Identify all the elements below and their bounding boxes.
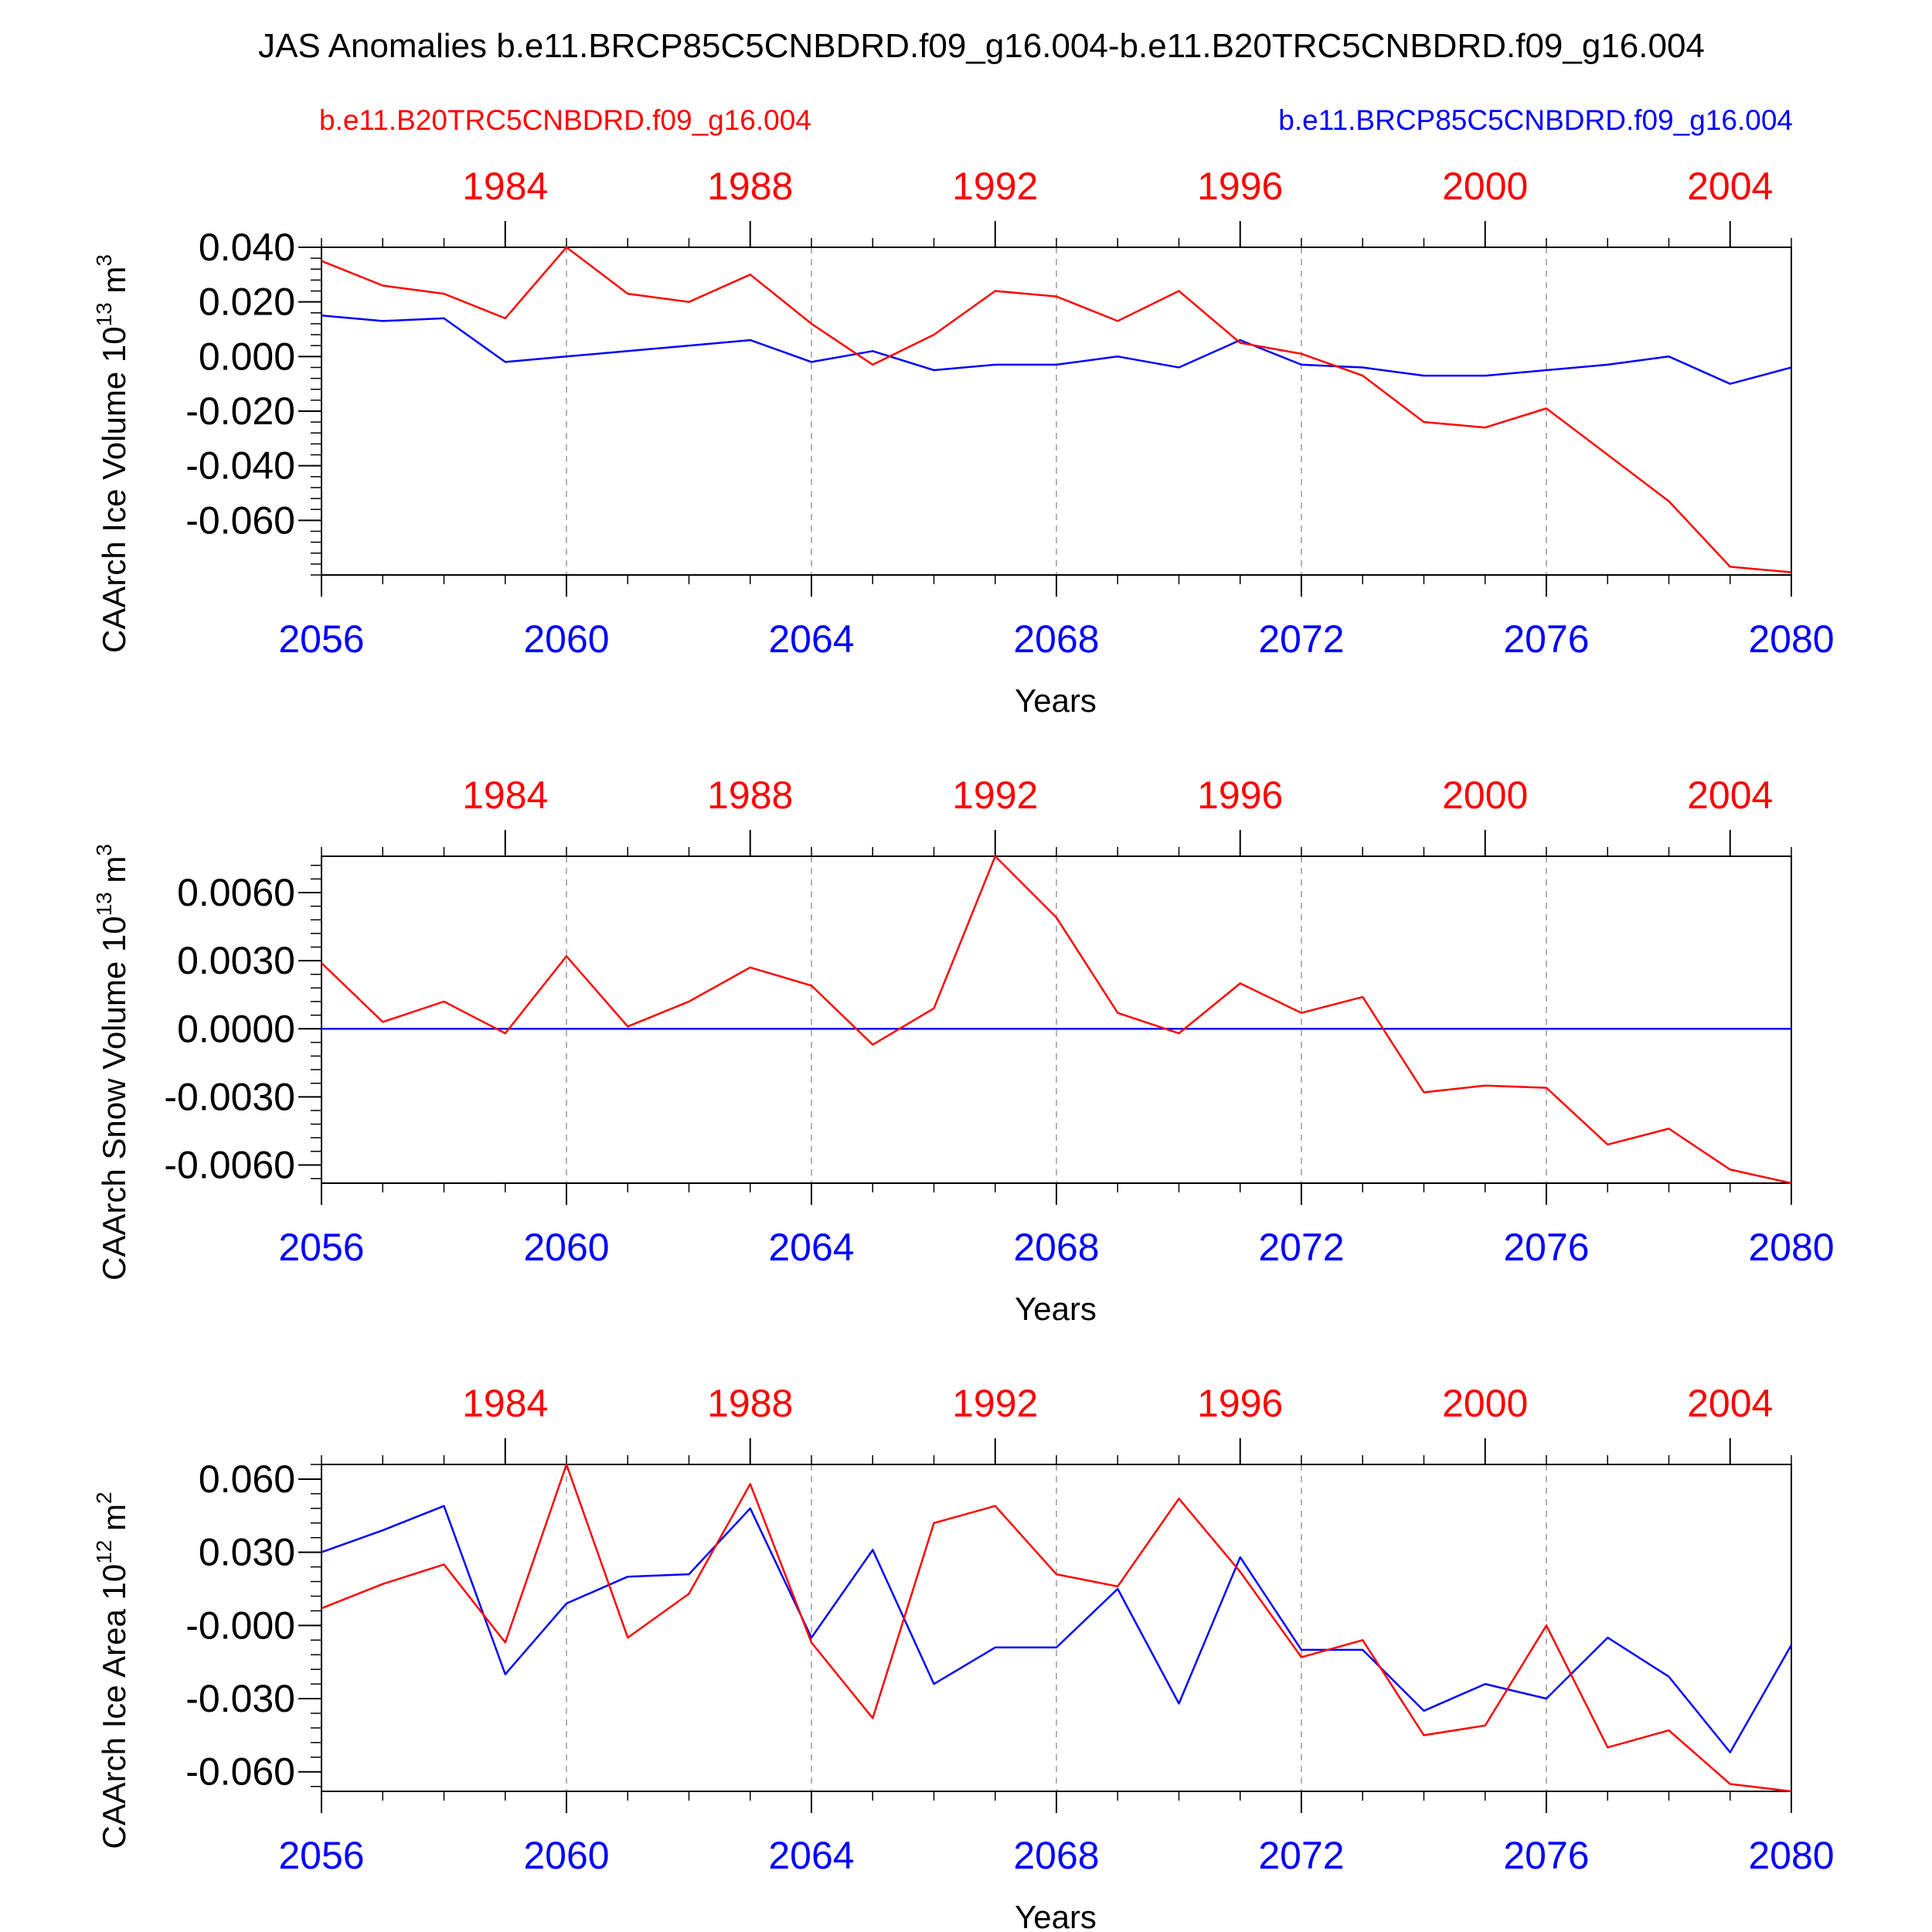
x-top-tick-label: 1996 [1197, 1382, 1283, 1425]
x-top-tick-label: 1992 [952, 1382, 1038, 1425]
y-axis-title-unit: m [96, 267, 132, 303]
y-axis-title-main: CAArch Snow Volume 10 [96, 916, 132, 1281]
x-bottom-tick-label: 2080 [1748, 1834, 1834, 1877]
x-bottom-tick-label: 2076 [1503, 1834, 1589, 1877]
x-bottom-tick-label: 2064 [768, 1226, 854, 1269]
series-line-red [321, 1463, 1792, 1793]
x-bottom-tick-label: 2072 [1258, 1834, 1344, 1877]
y-tick-label: 0.000 [199, 335, 295, 378]
y-tick-label: -0.0060 [164, 1144, 295, 1187]
series-line-blue [321, 1505, 1793, 1753]
legend-red-label: b.e11.B20TRC5CNBDRD.f09_g16.004 [319, 104, 811, 136]
x-top-tick-label: 2004 [1687, 165, 1773, 208]
x-bottom-tick-label: 2072 [1258, 1226, 1344, 1269]
x-bottom-tick-label: 2068 [1013, 1226, 1099, 1269]
y-axis-title: CAArch Snow Volume 1013 m3 [92, 844, 132, 1281]
y-tick-label: 0.0060 [177, 871, 295, 914]
y-axis-title-exp: 13 [92, 892, 116, 916]
x-bottom-tick-label: 2056 [278, 1226, 364, 1269]
y-axis-title-main: CAArch Ice Area 10 [96, 1564, 132, 1849]
x-top-tick-label: 1992 [952, 774, 1038, 817]
y-tick-label: -0.060 [185, 1750, 295, 1794]
y-axis-title: CAArch Ice Area 1012 m2 [92, 1492, 132, 1849]
x-top-tick-label: 1988 [707, 1382, 793, 1425]
y-tick-label: 0.020 [199, 281, 295, 324]
y-tick-label: -0.000 [185, 1604, 295, 1647]
x-top-tick-label: 1988 [707, 774, 793, 817]
y-tick-label: 0.030 [199, 1531, 295, 1574]
y-axis-title-unit-exp: 3 [92, 254, 116, 267]
x-bottom-tick-label: 2068 [1013, 617, 1099, 661]
x-bottom-tick-label: 2056 [278, 1834, 364, 1877]
chart-panel-2: 2056 2060 2064 2068 2072 2076 2080 1984 1988 1992… [92, 774, 1835, 1327]
y-tick-label: 0.0000 [177, 1007, 295, 1050]
y-tick-label: -0.020 [185, 389, 295, 433]
y-axis-title-unit-exp: 3 [92, 844, 116, 856]
x-bottom-tick-label: 2060 [523, 617, 609, 661]
y-tick-label: 0.0030 [177, 939, 295, 982]
x-bottom-tick-label: 2076 [1503, 1226, 1589, 1269]
series-line-blue [321, 315, 1792, 385]
y-tick-label: -0.060 [185, 498, 295, 542]
x-top-tick-label: 1996 [1197, 165, 1283, 208]
x-top-tick-label: 2000 [1442, 774, 1528, 817]
x-bottom-tick-label: 2068 [1013, 1834, 1099, 1877]
x-top-tick-label: 2000 [1442, 165, 1528, 208]
x-bottom-tick-label: 2056 [278, 617, 364, 661]
y-axis-title-main: CAArch Ice Volume 10 [96, 326, 132, 653]
y-axis-title-exp: 12 [92, 1540, 116, 1564]
y-tick-label: 0.040 [199, 226, 295, 269]
x-top-tick-label: 1996 [1197, 774, 1283, 817]
chart-panel-3: 2056 2060 2064 2068 2072 2076 2080 1984 1988 1992… [92, 1382, 1835, 1932]
chart-panel-1: 2056 2060 2064 2068 2072 2076 2080 1984 1988 1992… [92, 165, 1835, 719]
x-top-tick-label: 1984 [462, 1382, 548, 1425]
y-tick-label: -0.030 [185, 1677, 295, 1720]
legend-blue-label: b.e11.BRCP85C5CNBDRD.f09_g16.004 [1278, 104, 1793, 136]
y-axis-title-unit: m [96, 1504, 132, 1540]
chart-title: JAS Anomalies b.e11.BRCP85C5CNBDRD.f09_g… [258, 27, 1705, 65]
x-top-tick-label: 1984 [462, 774, 548, 817]
x-top-tick-label: 2000 [1442, 1382, 1528, 1425]
y-axis-title-exp: 13 [92, 302, 116, 326]
y-axis-title: CAArch Ice Volume 1013 m3 [92, 254, 132, 653]
x-bottom-tick-label: 2080 [1748, 1226, 1834, 1269]
x-top-tick-label: 2004 [1687, 1382, 1773, 1425]
x-axis-title: Years [1015, 1899, 1097, 1932]
x-top-tick-label: 1984 [462, 165, 548, 208]
x-bottom-tick-label: 2076 [1503, 617, 1589, 661]
x-top-tick-label: 1988 [707, 165, 793, 208]
x-bottom-tick-label: 2064 [768, 617, 854, 661]
x-axis-title: Years [1015, 682, 1097, 719]
y-axis-title-unit: m [96, 856, 132, 893]
x-bottom-tick-label: 2080 [1748, 617, 1834, 661]
x-bottom-tick-label: 2072 [1258, 617, 1344, 661]
x-bottom-tick-label: 2060 [523, 1834, 609, 1877]
x-top-tick-label: 1992 [952, 165, 1038, 208]
series-line-red [321, 246, 1792, 573]
x-bottom-tick-label: 2064 [768, 1834, 854, 1877]
x-axis-title: Years [1015, 1291, 1097, 1327]
x-bottom-tick-label: 2060 [523, 1226, 609, 1269]
series-line-red [321, 855, 1792, 1185]
y-tick-label: -0.0030 [164, 1075, 295, 1118]
y-axis-title-unit-exp: 2 [92, 1492, 116, 1504]
x-top-tick-label: 2004 [1687, 774, 1773, 817]
y-tick-label: 0.060 [199, 1458, 295, 1501]
chart-panels: 2056 2060 2064 2068 2072 2076 2080 1984 1988 1992… [92, 165, 1835, 1932]
y-tick-label: -0.040 [185, 444, 295, 488]
